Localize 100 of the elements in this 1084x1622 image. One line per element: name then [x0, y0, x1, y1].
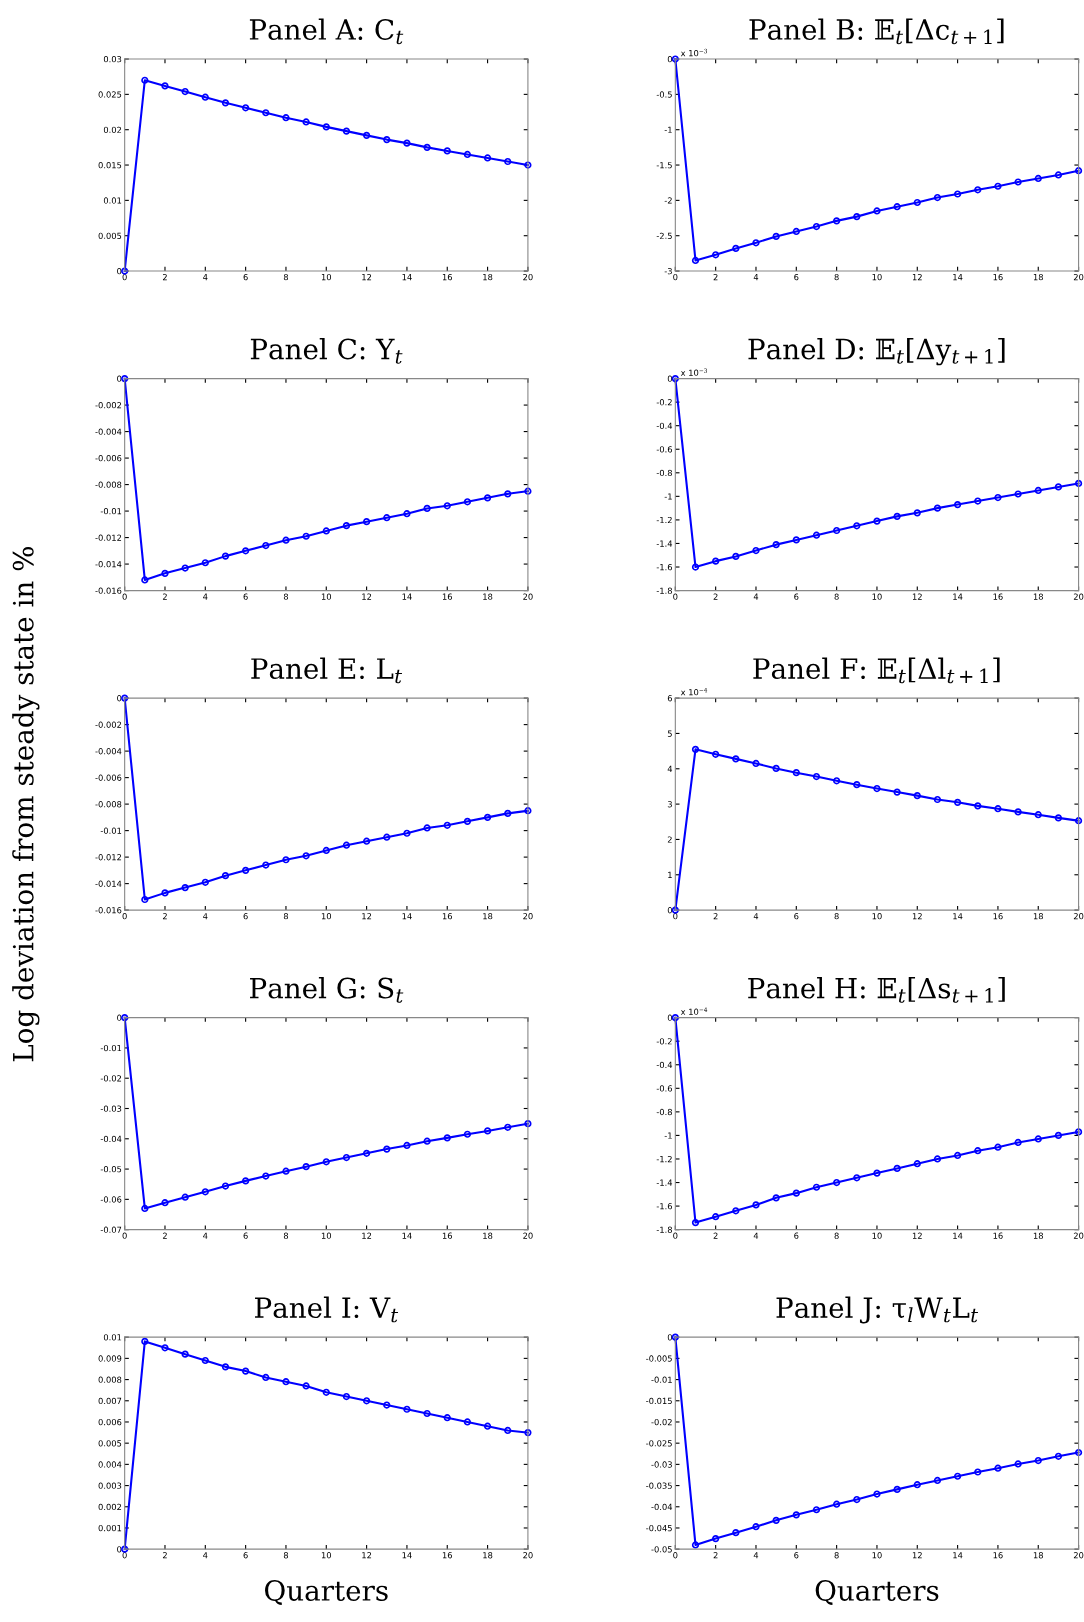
x-tick-label: 2 — [162, 913, 167, 920]
point — [423, 143, 431, 151]
point — [242, 866, 250, 874]
point — [712, 251, 720, 259]
x-tick-label: 6 — [243, 1552, 248, 1559]
x-tick-label: 4 — [753, 593, 759, 600]
x-tick-label: 20 — [523, 1552, 533, 1559]
point — [443, 821, 451, 829]
point — [933, 1476, 942, 1485]
y-tick-label: -0.01 — [100, 508, 122, 515]
point — [752, 239, 760, 247]
point — [221, 872, 230, 880]
x-tick-label: 14 — [402, 274, 412, 281]
point — [1014, 1138, 1022, 1147]
y-tick-label: -2.5 — [656, 232, 672, 239]
point — [242, 547, 250, 555]
x-tick-label: 14 — [402, 1552, 412, 1559]
x-tick-label: 2 — [162, 1232, 167, 1239]
point — [221, 552, 230, 560]
point — [282, 1378, 290, 1386]
point — [322, 1388, 330, 1396]
point — [201, 559, 209, 567]
point — [974, 497, 982, 505]
x-tick-label: 8 — [283, 273, 289, 281]
x-tick-label: 18 — [483, 1232, 493, 1239]
x-tick-label: 4 — [753, 1552, 759, 1559]
point — [732, 1529, 740, 1537]
x-tick-label: 20 — [1073, 593, 1084, 600]
point — [933, 193, 942, 202]
x-tick-label: 0 — [673, 913, 678, 920]
point — [833, 777, 841, 785]
x-tick-label: 20 — [1073, 913, 1084, 920]
point — [483, 154, 492, 162]
point — [141, 895, 149, 904]
point — [342, 841, 351, 849]
text: x 10$^{−3}$ — [680, 368, 708, 376]
x-tick-label: 14 — [953, 913, 963, 920]
x-tick-label: 12 — [362, 1552, 372, 1559]
point — [201, 93, 209, 101]
y-tick-label: -0.04 — [651, 1503, 673, 1511]
x-tick-label: 16 — [442, 1552, 453, 1559]
text: x 10$^{−4}$ — [680, 1007, 708, 1015]
point — [792, 1511, 800, 1519]
x-tick-label: 8 — [283, 913, 289, 920]
point — [362, 1397, 371, 1405]
point — [1014, 490, 1022, 498]
y-tick-label: 1 — [668, 871, 672, 878]
point — [262, 541, 270, 550]
x-tick-label: 12 — [912, 1232, 922, 1239]
point — [242, 1367, 250, 1375]
y-tick-label: -0.03 — [651, 1461, 672, 1468]
point — [282, 856, 290, 864]
point — [833, 1500, 841, 1508]
y-tick-label: -2 — [664, 197, 672, 204]
x-tick-label: 8 — [834, 593, 839, 600]
x-tick-label: 12 — [912, 273, 922, 281]
x-axis-title: Quarters — [815, 1579, 939, 1606]
y-tick-label: -0.04 — [100, 1135, 122, 1143]
y-tick-label: 0.001 — [98, 1524, 122, 1532]
x-tick-label: 14 — [953, 1232, 963, 1239]
y-tick-label: -0.045 — [646, 1524, 672, 1532]
point — [181, 87, 189, 96]
y-tick-label: -0.5 — [656, 91, 672, 98]
chart-title: Panel J: τ$_{l}$W$_{t}$L$_{t}$ — [776, 1296, 979, 1324]
point — [893, 203, 901, 211]
x-tick-label: 18 — [1033, 593, 1043, 600]
point — [181, 1350, 189, 1358]
point — [201, 878, 209, 886]
y-tick-label: 0.03 — [103, 56, 122, 63]
point — [913, 509, 921, 517]
point — [282, 536, 290, 544]
x-tick-label: 0 — [673, 593, 678, 600]
y-tick-label: -1 — [664, 493, 672, 500]
point — [403, 510, 411, 518]
y-tick-label: -0.05 — [651, 1546, 672, 1553]
point — [282, 1167, 290, 1175]
point — [322, 527, 330, 535]
x-axis-title: Quarters — [265, 1579, 388, 1606]
point — [792, 536, 800, 544]
y-tick-label: -0.002 — [95, 721, 122, 728]
x-tick-label: 18 — [483, 273, 493, 281]
x-tick-label: 14 — [953, 1552, 963, 1559]
point — [974, 802, 982, 810]
x-tick-label: 4 — [203, 1232, 208, 1239]
y-tick-label: -0.07 — [100, 1226, 122, 1233]
point — [181, 883, 189, 892]
point — [463, 498, 472, 506]
point — [732, 244, 740, 253]
point — [201, 1356, 209, 1365]
x-tick-label: 16 — [442, 593, 453, 600]
x-tick-label: 6 — [794, 1552, 799, 1559]
x-tick-label: 0 — [673, 1552, 678, 1559]
point — [732, 1207, 740, 1215]
y-tick-label: 0.002 — [98, 1503, 122, 1511]
point — [1074, 817, 1083, 825]
x-tick-label: 2 — [162, 1552, 167, 1559]
x-tick-label: 8 — [283, 1552, 289, 1559]
point — [752, 1201, 760, 1209]
y-tick-label: 0.02 — [103, 126, 122, 133]
point — [1054, 171, 1063, 179]
